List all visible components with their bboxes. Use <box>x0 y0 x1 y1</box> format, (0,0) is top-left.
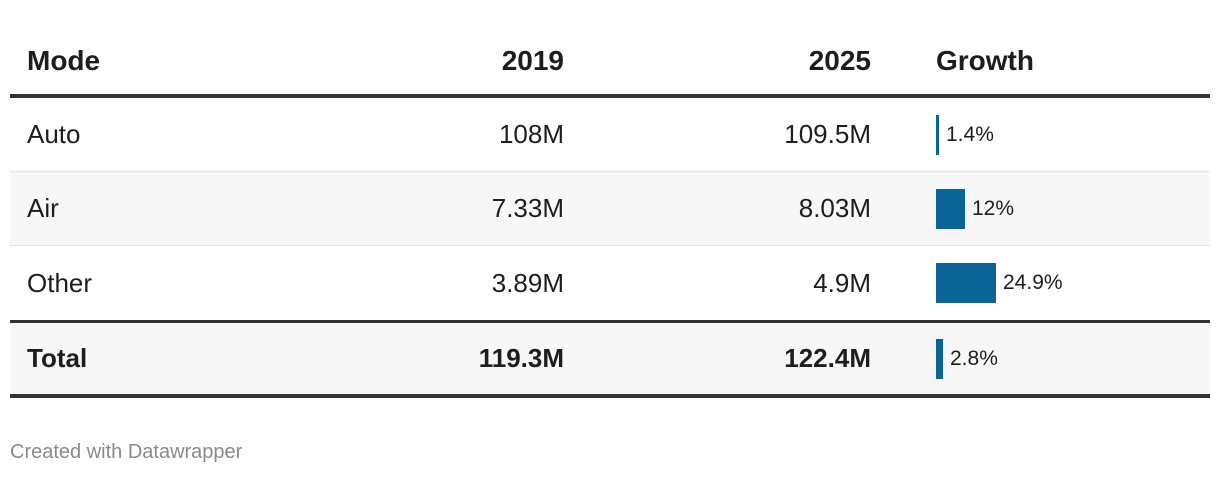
growth-bar <box>936 263 996 303</box>
growth-bar <box>936 114 939 155</box>
cell-2019: 119.3M <box>478 343 564 373</box>
cell-2025: 4.9M <box>813 267 871 298</box>
cell-growth: 1.4% <box>936 98 994 171</box>
cell-growth: 24.9% <box>936 246 1063 320</box>
cell-2025: 122.4M <box>784 343 871 373</box>
cell-2019: 3.89M <box>491 267 564 298</box>
cell-2025: 8.03M <box>798 193 871 223</box>
header-growth: Growth <box>936 45 1034 76</box>
data-table: Mode 2019 2025 Growth Auto 108M 109.5M 1… <box>10 28 1210 398</box>
cell-2019: 108M <box>498 119 564 149</box>
header-2025: 2025 <box>808 45 871 76</box>
growth-label: 24.9% <box>1003 271 1063 294</box>
header-mode: Mode <box>27 45 101 76</box>
table-row-air: Air 7.33M 8.03M 12% <box>10 172 1210 246</box>
growth-label: 1.4% <box>946 122 994 146</box>
table-row-total: Total 119.3M 122.4M 2.8% <box>10 320 1210 398</box>
cell-2025: 109.5M <box>784 119 871 149</box>
cell-mode: Air <box>27 193 59 223</box>
table-row-other: Other 3.89M 4.9M 24.9% <box>10 246 1210 320</box>
table-row-auto: Auto 108M 109.5M 1.4% <box>10 98 1210 172</box>
growth-bar <box>936 188 965 229</box>
credit-footer: Created with Datawrapper <box>10 441 243 463</box>
cell-growth: 2.8% <box>936 323 998 394</box>
header-2019: 2019 <box>501 45 564 76</box>
growth-label: 2.8% <box>950 346 998 370</box>
cell-mode: Other <box>27 267 93 298</box>
cell-2019: 7.33M <box>491 193 564 223</box>
growth-label: 12% <box>972 196 1015 220</box>
cell-mode: Total <box>27 343 88 373</box>
growth-bar <box>936 338 943 379</box>
cell-mode: Auto <box>27 119 81 149</box>
cell-growth: 12% <box>936 172 1014 245</box>
header-row: Mode 2019 2025 Growth <box>10 28 1210 98</box>
